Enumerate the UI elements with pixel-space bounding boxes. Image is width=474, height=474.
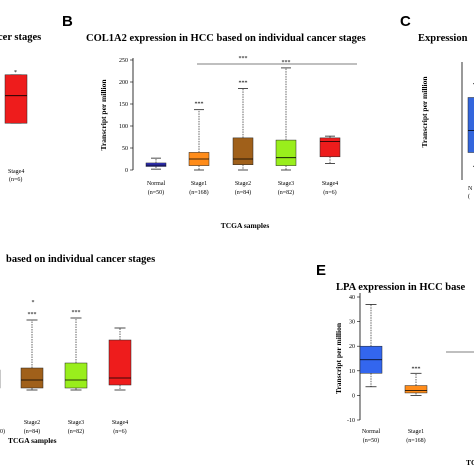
panel-b-category-n-4: (n=6) — [323, 189, 336, 196]
panel-b-y-tick-label-2: 100 — [119, 124, 128, 130]
panel-e-chart: -10 0 10 20 30 40 Transcript per million Normal… — [334, 293, 474, 444]
panel-e-title: LPA expression in HCC base — [336, 282, 465, 293]
panel-d-box-2-box — [108, 339, 132, 386]
panel-d-chart: Stage2 (n=84) *** Stage3 (n=82) *** Stage4 (n=6… — [0, 300, 132, 435]
panel-b-y-tick-label-4: 200 — [119, 80, 128, 86]
panel-d-top-mark: * — [32, 300, 35, 306]
panel-e-y-tick-label-1: 0 — [352, 393, 355, 399]
panel-d-left-n: 0) — [0, 428, 5, 435]
panel-b-x-axis-label: TCGA samples — [221, 221, 270, 230]
panel-a-significance: * — [14, 70, 17, 76]
panel-e-category-label-1: Stage1 — [408, 429, 424, 435]
panel-b-category-n-3: (n=82) — [278, 189, 294, 196]
panel-a-category-n: (n=6) — [9, 176, 22, 183]
panel-d-category-n-2: (n=6) — [113, 428, 126, 435]
panel-a-chart — [4, 74, 28, 124]
panel-a-title: cer stages — [0, 32, 41, 43]
panel-d-category-n-0: (n=84) — [24, 428, 40, 435]
panel-b-category-label-4: Stage4 — [322, 181, 338, 187]
panel-e-x-axis-label: TC — [466, 458, 474, 467]
panel-d-category-n-1: (n=82) — [68, 428, 84, 435]
panel-d-x-axis-label: TCGA samples — [8, 436, 57, 445]
panel-e-category-n-1: (n=168) — [406, 437, 425, 444]
panel-d-significance-1: *** — [72, 310, 81, 316]
panel-b-letter: B — [62, 13, 73, 30]
panel-b-bracket-significance: *** — [239, 56, 248, 62]
panel-c-category-label: N — [468, 186, 473, 192]
panel-b-category-label-3: Stage3 — [278, 181, 294, 187]
panel-b-category-label-1: Stage1 — [191, 181, 207, 187]
panel-b-y-tick-label-5: 250 — [119, 58, 128, 64]
panel-e-y-tick-label-0: -10 — [347, 418, 355, 424]
panel-e-box-1-box — [404, 385, 428, 394]
panel-d-title: based on individual cancer stages — [6, 254, 155, 265]
panel-d-category-label-0: Stage2 — [24, 420, 40, 426]
panel-b-y-tick-label-0: 0 — [125, 168, 128, 174]
panel-c-category-n: ( — [468, 193, 470, 200]
panel-c-chart — [461, 62, 474, 180]
panel-b-title: COL1A2 expression in HCC based on indivi… — [86, 33, 366, 44]
panel-d-box-1-box — [64, 362, 88, 389]
panel-e-category-n-0: (n=50) — [363, 437, 379, 444]
panel-e-y-tick-label-4: 30 — [349, 320, 355, 326]
panel-a-category-label: Stage4 — [8, 169, 24, 175]
panel-d-category-label-1: Stage3 — [68, 420, 84, 426]
panel-e-y-tick-label-5: 40 — [349, 295, 355, 301]
panel-e-significance-1: *** — [412, 366, 421, 372]
panel-b-y-tick-label-1: 50 — [122, 146, 128, 152]
panel-e-category-label-0: Normal — [362, 429, 381, 435]
panel-e-y-tick-label-3: 20 — [349, 344, 355, 350]
panel-b-box-0-box — [145, 162, 167, 167]
panel-b-y-axis-label: Transcript per million — [99, 79, 108, 151]
panel-b-significance-3: *** — [282, 60, 291, 66]
panel-c-y-axis-label: Transcript per million — [420, 76, 429, 148]
panel-c-title: Expression — [418, 33, 468, 44]
panel-d-significance-0: *** — [28, 312, 37, 318]
panel-e-y-axis-label: Transcript per million — [334, 322, 343, 394]
panel-e-letter: E — [316, 262, 326, 279]
panel-c-box-0-box — [467, 97, 474, 153]
panel-a-box-0-box — [4, 74, 28, 124]
panel-b-box-4-box — [319, 137, 341, 158]
panel-b-category-n-1: (n=168) — [189, 189, 208, 196]
panel-b-category-label-2: Stage2 — [235, 181, 251, 187]
panel-d-category-label-2: Stage4 — [112, 420, 128, 426]
panel-b-box-3-box — [275, 139, 297, 166]
panel-b-category-n-2: (n=84) — [235, 189, 251, 196]
panel-d-box-0-box — [20, 367, 44, 389]
panel-b-category-n-0: (n=50) — [148, 189, 164, 196]
panel-b-y-tick-label-3: 150 — [119, 102, 128, 108]
panel-b-chart: 0 50 100 150 200 250 Transcript per million Nor… — [99, 56, 357, 230]
panel-b-significance-1: *** — [195, 102, 204, 108]
panel-e-y-tick-label-2: 10 — [349, 369, 355, 375]
panel-b-box-2-box — [232, 137, 254, 165]
panel-b-category-label-0: Normal — [147, 181, 166, 187]
panel-c-letter: C — [400, 13, 411, 30]
panel-b-significance-2: *** — [239, 81, 248, 87]
